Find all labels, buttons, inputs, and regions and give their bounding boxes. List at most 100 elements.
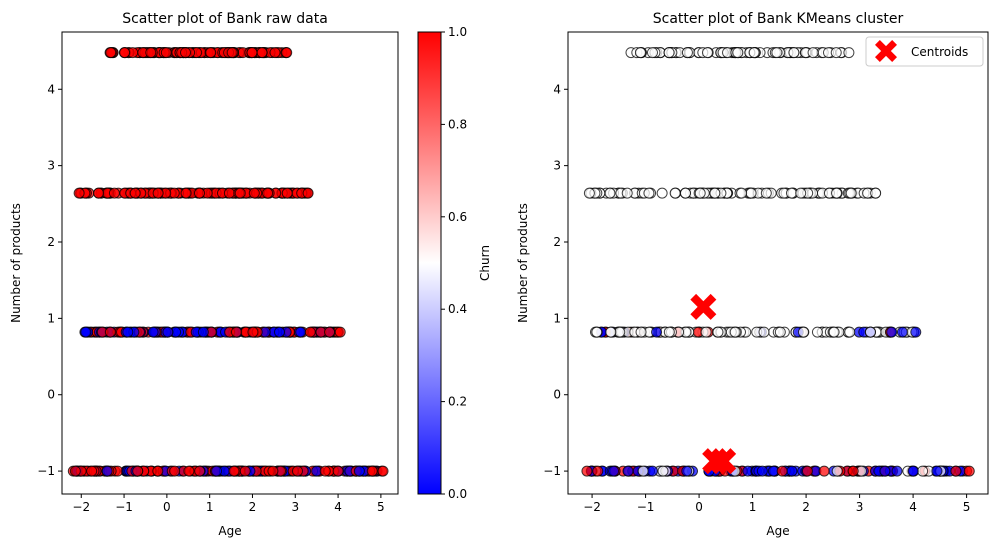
data-point	[169, 465, 181, 477]
data-point	[234, 187, 246, 199]
legend: Centroids	[865, 36, 984, 67]
data-point	[193, 187, 205, 199]
data-point	[334, 326, 346, 338]
left-y-tick-label: 1	[47, 311, 55, 325]
data-point	[771, 47, 783, 59]
data-point	[795, 187, 807, 199]
data-point	[701, 47, 713, 59]
data-point	[870, 187, 882, 199]
data-point	[907, 465, 919, 477]
data-point	[180, 187, 192, 199]
data-point	[105, 47, 117, 59]
data-point	[302, 187, 314, 199]
data-point	[291, 465, 303, 477]
right-axes-frame	[567, 31, 989, 495]
data-point	[226, 47, 238, 59]
data-point	[830, 47, 842, 59]
data-point	[637, 465, 649, 477]
colorbar-tick-label: 0.8	[448, 117, 467, 131]
colorbar-gradient	[417, 31, 442, 495]
left-axes-frame	[61, 31, 399, 495]
data-point	[353, 465, 365, 477]
data-point	[147, 326, 159, 338]
left-x-tick-label: 5	[377, 500, 385, 514]
right-y-tick-label: −1	[543, 464, 561, 478]
data-point	[608, 465, 620, 477]
data-point	[910, 326, 922, 338]
colorbar-tick-label: 0.2	[448, 395, 467, 409]
data-point	[886, 326, 898, 338]
data-point	[847, 465, 859, 477]
left-points	[67, 47, 389, 477]
left-x-tick-label: 1	[206, 500, 214, 514]
data-point	[643, 187, 655, 199]
data-point	[228, 465, 240, 477]
right-chart: Scatter plot of Bank KMeans cluster −2 −1…	[516, 11, 989, 538]
data-point	[758, 326, 770, 338]
data-point	[896, 326, 908, 338]
right-x-ticks: −2 −1 0 1 2 3 4 5	[583, 494, 970, 514]
data-point	[211, 465, 223, 477]
data-point	[108, 187, 120, 199]
data-point	[183, 465, 195, 477]
right-points	[581, 47, 975, 477]
data-point	[129, 187, 141, 199]
data-point	[818, 465, 830, 477]
right-x-tick-label: 4	[909, 500, 917, 514]
centroid-marker	[710, 448, 737, 475]
data-point	[663, 47, 675, 59]
data-point	[319, 465, 331, 477]
colorbar-ticks: 0.0 0.2 0.4 0.6 0.8 1.0	[441, 25, 467, 501]
data-point	[377, 465, 389, 477]
data-point	[621, 187, 633, 199]
data-point	[73, 187, 85, 199]
data-point	[788, 47, 800, 59]
left-x-tick-label: −1	[115, 500, 133, 514]
data-point	[635, 326, 647, 338]
data-point	[246, 47, 258, 59]
data-point	[891, 465, 903, 477]
data-point	[879, 465, 891, 477]
right-x-tick-label: −1	[637, 500, 655, 514]
data-point	[785, 187, 797, 199]
data-point	[304, 326, 316, 338]
data-point	[132, 465, 144, 477]
right-y-tick-label: 4	[553, 82, 561, 96]
left-x-tick-label: 3	[291, 500, 299, 514]
data-point	[101, 465, 113, 477]
data-point	[256, 47, 268, 59]
data-point	[760, 187, 772, 199]
data-point	[931, 465, 943, 477]
data-point	[831, 465, 843, 477]
data-point	[104, 326, 116, 338]
data-point	[152, 187, 164, 199]
left-x-tick-label: −2	[72, 500, 90, 514]
colorbar-label: Churn	[478, 245, 492, 281]
left-x-tick-label: 2	[249, 500, 257, 514]
data-point	[634, 47, 646, 59]
colorbar-tick-label: 1.0	[448, 25, 467, 39]
data-point	[646, 47, 658, 59]
left-chart: Scatter plot of Bank raw data −2 −1 0 1 2 3 4 5…	[9, 11, 399, 538]
data-point	[581, 465, 593, 477]
data-point	[748, 47, 760, 59]
data-point	[614, 326, 626, 338]
data-point	[262, 187, 274, 199]
data-point	[669, 187, 681, 199]
left-y-tick-label: 0	[47, 388, 55, 402]
data-point	[160, 47, 172, 59]
right-y-tick-label: 0	[553, 388, 561, 402]
data-point	[605, 326, 617, 338]
right-y-tick-label: 2	[553, 235, 561, 249]
data-point	[267, 465, 279, 477]
legend-label-centroids: Centroids	[911, 45, 968, 59]
data-point	[295, 326, 307, 338]
left-x-axis-label: Age	[218, 524, 241, 538]
data-point	[801, 465, 813, 477]
data-point	[86, 465, 98, 477]
right-y-tick-label: 3	[553, 159, 561, 173]
data-point	[663, 326, 675, 338]
data-point	[681, 465, 693, 477]
data-point	[646, 465, 658, 477]
left-y-tick-label: 2	[47, 235, 55, 249]
